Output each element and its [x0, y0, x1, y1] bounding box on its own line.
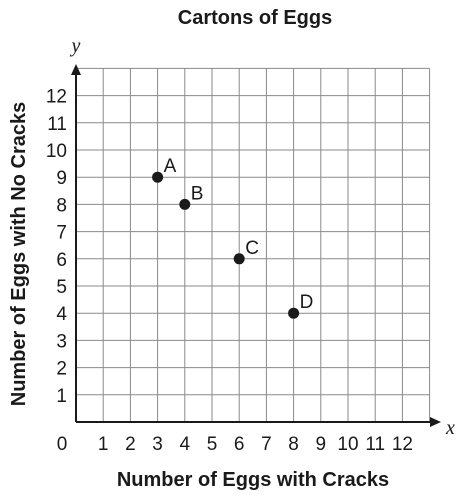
- data-point-d: [288, 307, 300, 319]
- y-tick-label: 9: [56, 168, 67, 189]
- y-tick-label: 3: [56, 331, 67, 352]
- x-tick-label: 7: [261, 434, 272, 455]
- y-axis-variable: y: [70, 35, 81, 57]
- y-tick-label: 1: [56, 386, 67, 407]
- x-tick-label: 11: [365, 434, 385, 455]
- y-tick-label: 8: [56, 195, 67, 216]
- point-label-c: C: [245, 238, 259, 259]
- y-axis-arrow: [71, 64, 81, 75]
- y-tick-label: 2: [56, 359, 67, 380]
- x-axis-variable: x: [445, 417, 455, 439]
- y-tick-label: 6: [56, 250, 67, 271]
- grid: [76, 67, 431, 422]
- y-tick-label: 10: [46, 141, 67, 162]
- data-point-a: [152, 171, 164, 183]
- point-label-a: A: [164, 156, 177, 177]
- x-tick-label: 2: [125, 434, 136, 455]
- x-tick-label: 8: [288, 434, 299, 455]
- x-tick-label: 9: [316, 434, 327, 455]
- y-tick-label: 11: [47, 114, 67, 135]
- data-point-b: [179, 198, 191, 210]
- y-axis-title: Number of Eggs with No Cracks: [8, 102, 30, 407]
- data-points: AB C D: [152, 156, 313, 319]
- x-tick-label: 6: [234, 434, 245, 455]
- axes: [71, 64, 441, 427]
- data-point-c: [233, 253, 245, 265]
- x-tick-label: 4: [180, 434, 191, 455]
- y-tick-label: 12: [46, 87, 67, 108]
- point-label-d: D: [300, 292, 314, 313]
- origin-label: 0: [57, 434, 68, 455]
- y-tick-label: 5: [56, 277, 67, 298]
- x-axis-arrow: [430, 417, 441, 427]
- x-tick-label: 10: [337, 434, 358, 455]
- y-tick-label: 7: [56, 223, 67, 244]
- x-tick-label: 3: [152, 434, 163, 455]
- x-axis-title: Number of Eggs with Cracks: [117, 469, 389, 491]
- x-tick-label: 5: [207, 434, 218, 455]
- point-label-b: B: [191, 183, 204, 204]
- x-tick-label: 1: [98, 434, 109, 455]
- x-tick-labels: 1 2 3 4 5 6 7 8 9 10 11 12: [98, 434, 413, 455]
- chart-title: Cartons of Eggs: [178, 7, 332, 29]
- y-tick-label: 4: [56, 304, 67, 325]
- x-tick-label: 12: [392, 434, 413, 455]
